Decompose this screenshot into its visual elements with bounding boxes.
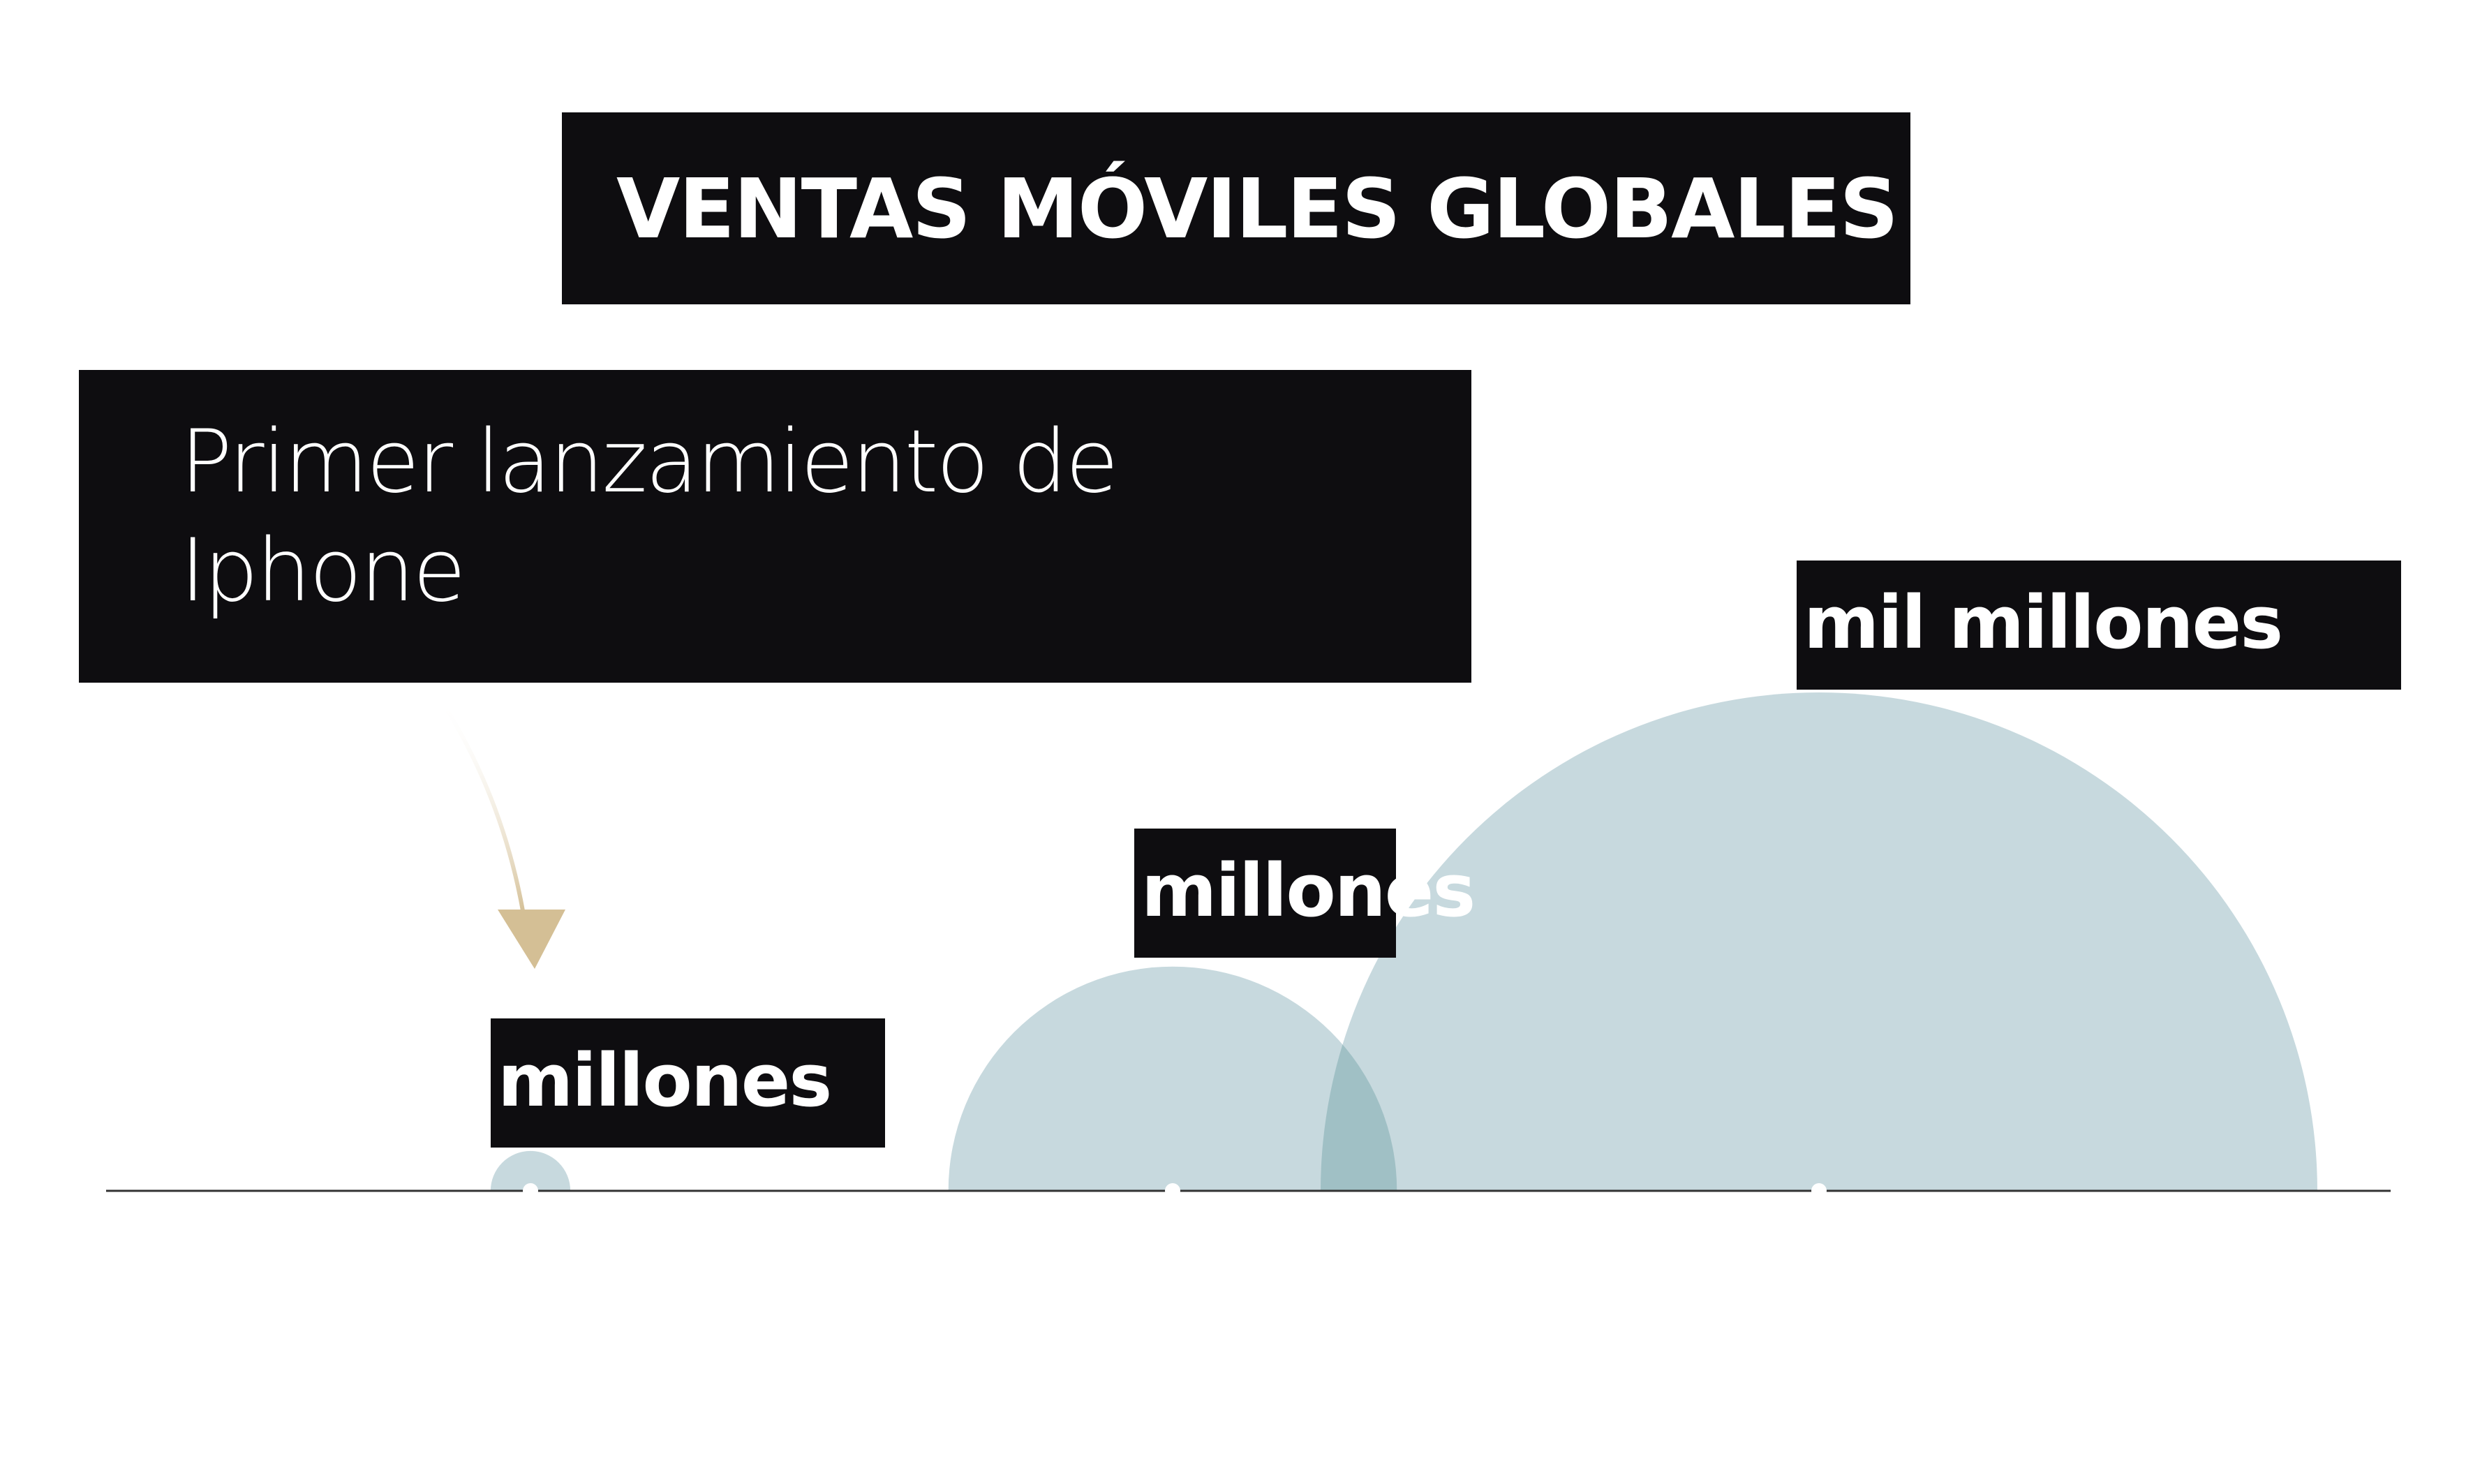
bubble-2 [948, 966, 1397, 1191]
annotation-arrow-head [498, 910, 565, 969]
bubble-center-dot-3 [1811, 1183, 1827, 1199]
value-label-3: mil millones [1804, 580, 2283, 665]
bubble-3 [1321, 692, 2317, 1191]
value-label-box-2: millones [1134, 829, 1476, 958]
bubble-1 [490, 1150, 571, 1191]
title-box: VENTAS MÓVILES GLOBALES [562, 112, 1910, 304]
annotation-box: Primer lanzamiento de Iphone [79, 370, 1471, 683]
annotation-arrow-shaft [438, 697, 526, 915]
chart-title: VENTAS MÓVILES GLOBALES [616, 160, 1899, 257]
bubble-center-dot-1 [523, 1183, 538, 1199]
value-label-1: millones [498, 1038, 832, 1123]
bubble-center-dot-2 [1165, 1183, 1180, 1199]
value-label-box-3: mil millones [1797, 561, 2401, 690]
value-label-box-1: millones [491, 1018, 885, 1148]
value-label-2: millones [1141, 848, 1476, 933]
annotation-text: Primer lanzamiento de Iphone [180, 412, 1119, 621]
